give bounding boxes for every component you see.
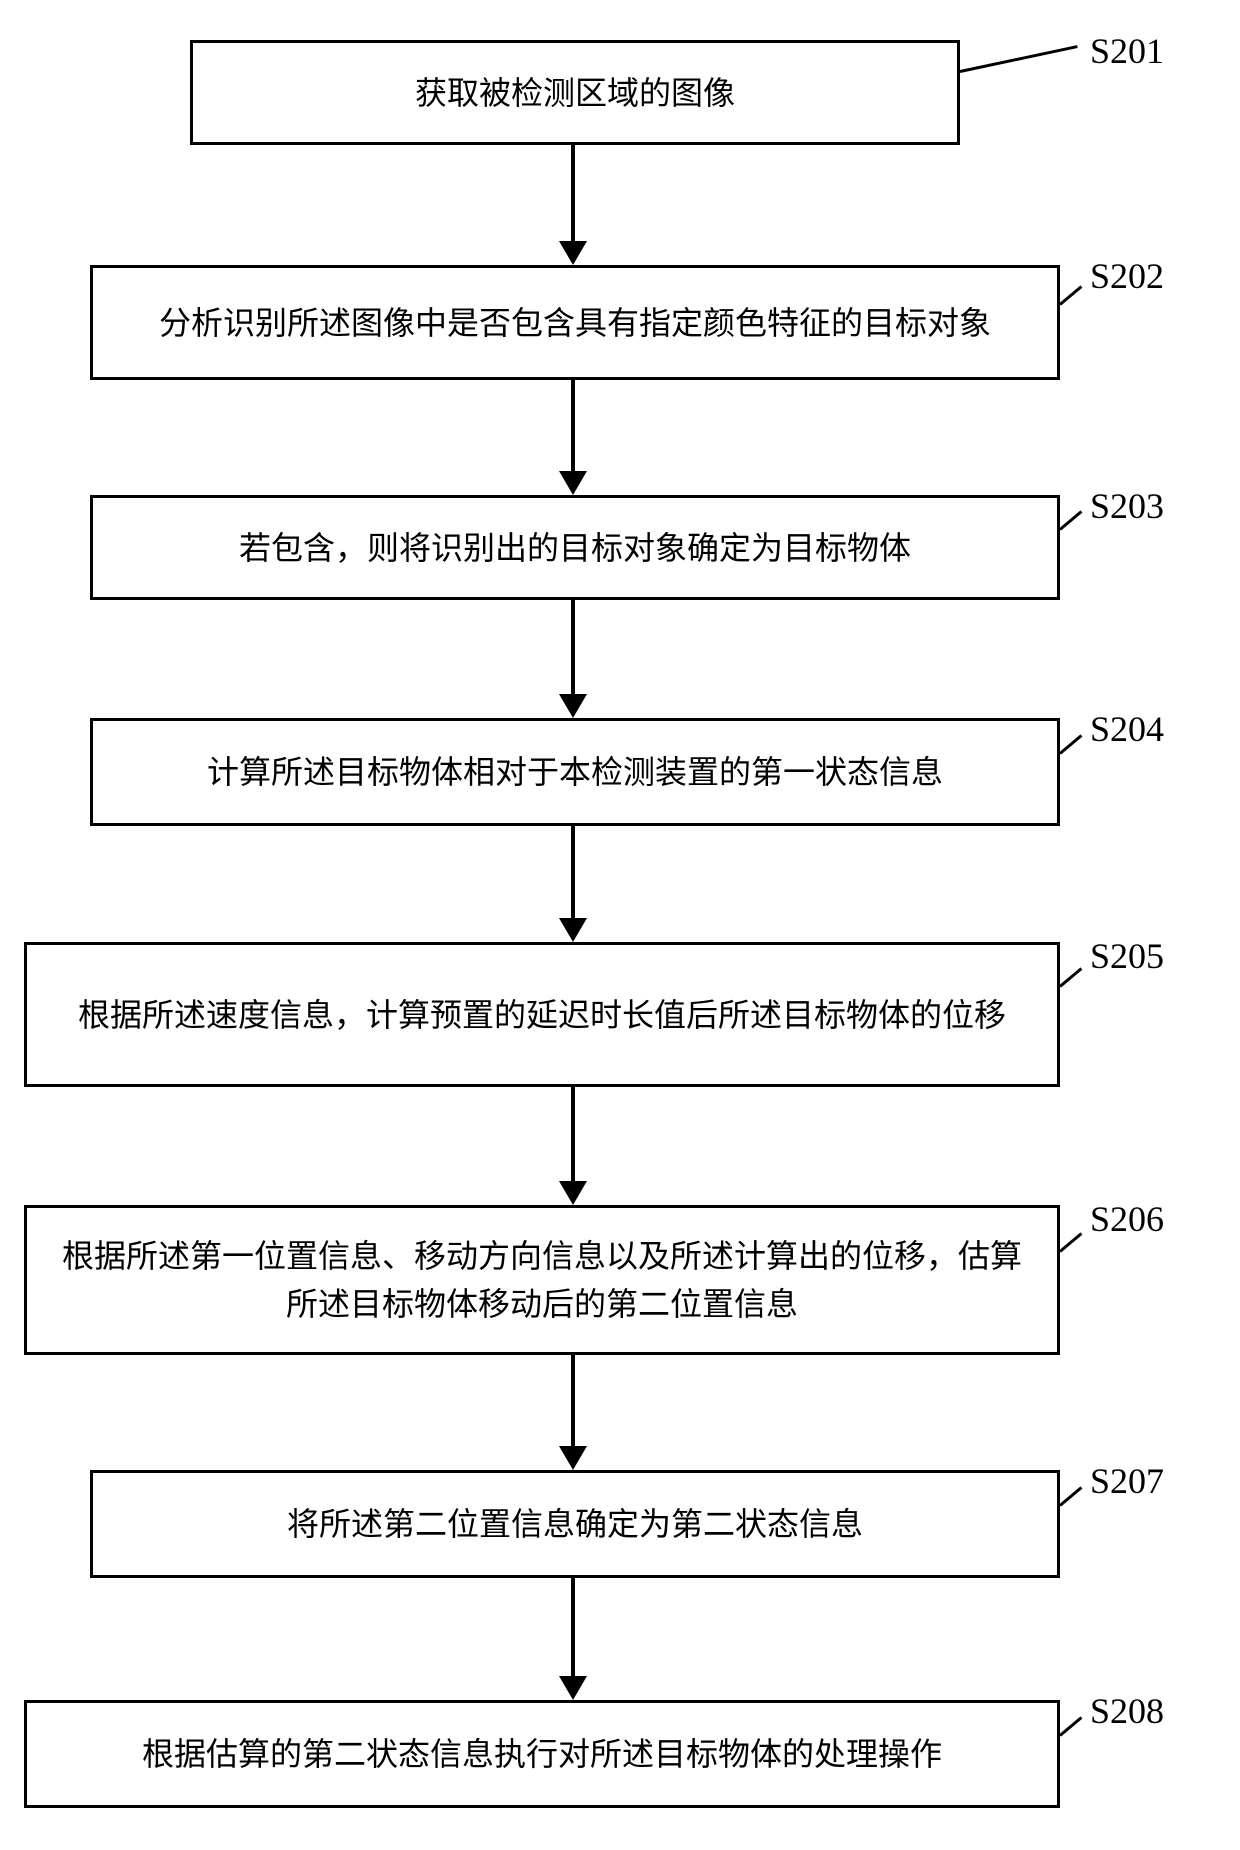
flowchart-arrow: [559, 1087, 587, 1205]
node-label: S207: [1090, 1460, 1164, 1502]
flowchart-arrow: [559, 826, 587, 942]
label-connector: [1059, 1232, 1082, 1252]
node-text: 将所述第二位置信息确定为第二状态信息: [287, 1500, 863, 1548]
flowchart-arrow: [559, 145, 587, 265]
flowchart-node: 根据所述第一位置信息、移动方向信息以及所述计算出的位移，估算所述目标物体移动后的…: [24, 1205, 1060, 1355]
node-text: 根据估算的第二状态信息执行对所述目标物体的处理操作: [142, 1730, 942, 1778]
flowchart-node: 若包含，则将识别出的目标对象确定为目标物体: [90, 495, 1060, 600]
flowchart-node: 根据估算的第二状态信息执行对所述目标物体的处理操作: [24, 1700, 1060, 1808]
node-text: 若包含，则将识别出的目标对象确定为目标物体: [239, 524, 911, 572]
node-label: S201: [1090, 30, 1164, 72]
flowchart-arrow: [559, 600, 587, 718]
label-connector: [1059, 510, 1082, 530]
node-label: S203: [1090, 485, 1164, 527]
label-connector: [1059, 1486, 1082, 1506]
node-text: 计算所述目标物体相对于本检测装置的第一状态信息: [207, 748, 943, 796]
node-label: S205: [1090, 935, 1164, 977]
flowchart-node: 获取被检测区域的图像: [190, 40, 960, 145]
node-text: 根据所述速度信息，计算预置的延迟时长值后所述目标物体的位移: [78, 991, 1006, 1039]
node-text: 分析识别所述图像中是否包含具有指定颜色特征的目标对象: [159, 299, 991, 347]
flowchart-arrow: [559, 1355, 587, 1470]
label-connector: [960, 45, 1078, 73]
flowchart-node: 根据所述速度信息，计算预置的延迟时长值后所述目标物体的位移: [24, 942, 1060, 1087]
label-connector: [1059, 967, 1082, 987]
label-connector: [1059, 1716, 1082, 1736]
node-text: 获取被检测区域的图像: [415, 69, 735, 117]
flowchart-node: 计算所述目标物体相对于本检测装置的第一状态信息: [90, 718, 1060, 826]
flowchart-node: 将所述第二位置信息确定为第二状态信息: [90, 1470, 1060, 1578]
label-connector: [1059, 285, 1082, 305]
label-connector: [1059, 734, 1082, 754]
node-label: S208: [1090, 1690, 1164, 1732]
node-label: S204: [1090, 708, 1164, 750]
flowchart-container: 获取被检测区域的图像 S201 分析识别所述图像中是否包含具有指定颜色特征的目标…: [0, 0, 1240, 1850]
flowchart-arrow: [559, 380, 587, 495]
node-label: S206: [1090, 1198, 1164, 1240]
node-label: S202: [1090, 255, 1164, 297]
flowchart-arrow: [559, 1578, 587, 1700]
flowchart-node: 分析识别所述图像中是否包含具有指定颜色特征的目标对象: [90, 265, 1060, 380]
node-text: 根据所述第一位置信息、移动方向信息以及所述计算出的位移，估算所述目标物体移动后的…: [52, 1232, 1032, 1328]
